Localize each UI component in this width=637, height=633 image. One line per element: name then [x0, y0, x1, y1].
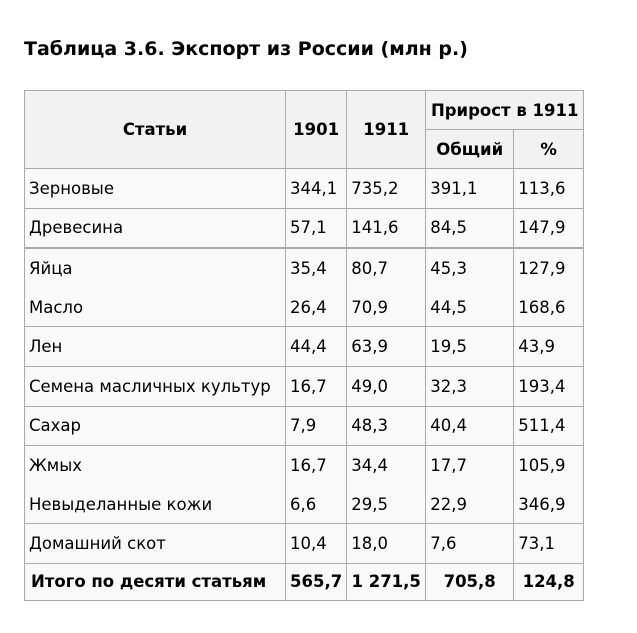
- cell-item: Жмых: [24, 445, 286, 485]
- cell-1911: 70,9: [346, 287, 427, 328]
- cell-1911: 29,5: [346, 484, 427, 525]
- cell-1911: 34,4: [346, 445, 427, 485]
- cell-growth-total: 17,7: [425, 445, 515, 485]
- cell-growth-percent: 168,6: [513, 287, 585, 328]
- table-row: Лен 44,4 63,9 19,5 43,9: [24, 326, 585, 367]
- cell-1901: 57,1: [284, 207, 348, 249]
- cell-1911: 48,3: [346, 405, 427, 447]
- header-subrow: Общий %: [25, 129, 585, 169]
- header-1911: 1911: [346, 90, 427, 169]
- cell-1901: 16,7: [284, 445, 348, 485]
- header-row: Статьи 1901 1911 Прирост в 1911: [24, 90, 585, 169]
- total-growth-percent: 124,8: [513, 562, 585, 601]
- total-1911: 1 271,5: [346, 562, 427, 601]
- cell-growth-percent: 127,9: [513, 247, 585, 288]
- cell-item: Яйца: [24, 247, 286, 288]
- cell-growth-percent: 147,9: [513, 207, 585, 249]
- cell-1901: 35,4: [284, 247, 348, 288]
- cell-1911: 735,2: [346, 168, 427, 209]
- cell-growth-percent: 511,4: [513, 405, 585, 447]
- header-growth: Прирост в 1911: [425, 90, 585, 130]
- total-label: Итого по десяти статьям: [24, 562, 286, 601]
- cell-growth-total: 84,5: [425, 207, 515, 249]
- cell-item: Невыделанные кожи: [24, 484, 286, 525]
- cell-item: Домашний скот: [24, 523, 286, 564]
- cell-growth-percent: 73,1: [513, 523, 585, 564]
- cell-item: Сахар: [24, 405, 286, 447]
- table-row: Невыделанные кожи 6,6 29,5 22,9 346,9: [24, 484, 585, 525]
- cell-1901: 16,7: [284, 365, 348, 407]
- cell-growth-percent: 105,9: [513, 445, 585, 485]
- cell-1901: 7,9: [284, 405, 348, 447]
- cell-1911: 49,0: [346, 365, 427, 407]
- table-row: Масло 26,4 70,9 44,5 168,6: [24, 287, 585, 328]
- cell-growth-percent: 346,9: [513, 484, 585, 525]
- header-growth-total: Общий: [425, 129, 515, 169]
- table-row: Зерновые 344,1 735,2 391,1 113,6: [24, 168, 585, 209]
- table-row: Семена масличных культур 16,7 49,0 32,3 …: [24, 365, 585, 407]
- cell-growth-percent: 193,4: [513, 365, 585, 407]
- cell-1901: 26,4: [284, 287, 348, 328]
- cell-1901: 10,4: [284, 523, 348, 564]
- cell-item: Зерновые: [24, 168, 286, 209]
- table-row: Домашний скот 10,4 18,0 7,6 73,1: [24, 523, 585, 564]
- cell-1901: 344,1: [284, 168, 348, 209]
- cell-growth-total: 32,3: [425, 365, 515, 407]
- table-row: Сахар 7,9 48,3 40,4 511,4: [24, 405, 585, 447]
- cell-growth-total: 391,1: [425, 168, 515, 209]
- cell-1901: 6,6: [284, 484, 348, 525]
- total-growth-total: 705,8: [425, 562, 515, 601]
- header-growth-percent: %: [513, 129, 585, 169]
- cell-growth-total: 45,3: [425, 247, 515, 288]
- cell-growth-total: 40,4: [425, 405, 515, 447]
- cell-1911: 63,9: [346, 326, 427, 367]
- cell-1911: 80,7: [346, 247, 427, 288]
- cell-1911: 141,6: [346, 207, 427, 249]
- cell-item: Древесина: [24, 207, 286, 249]
- header-1901: 1901: [284, 90, 348, 169]
- cell-growth-total: 44,5: [425, 287, 515, 328]
- cell-item: Масло: [24, 287, 286, 328]
- cell-growth-percent: 113,6: [513, 168, 585, 209]
- cell-1901: 44,4: [284, 326, 348, 367]
- table-row: Яйца 35,4 80,7 45,3 127,9: [24, 247, 585, 288]
- cell-growth-total: 22,9: [425, 484, 515, 525]
- cell-growth-total: 7,6: [425, 523, 515, 564]
- export-table: Статьи 1901 1911 Прирост в 1911 Общий % …: [24, 90, 585, 601]
- page-title: Таблица 3.6. Экспорт из России (млн р.): [24, 38, 468, 60]
- total-row: Итого по десяти статьям 565,7 1 271,5 70…: [24, 562, 585, 601]
- table-row: Жмых 16,7 34,4 17,7 105,9: [24, 445, 585, 485]
- cell-item: Семена масличных культур: [24, 365, 286, 407]
- cell-growth-percent: 43,9: [513, 326, 585, 367]
- cell-growth-total: 19,5: [425, 326, 515, 367]
- table-row: Древесина 57,1 141,6 84,5 147,9: [24, 207, 585, 249]
- header-items: Статьи: [24, 90, 286, 169]
- cell-1911: 18,0: [346, 523, 427, 564]
- cell-item: Лен: [24, 326, 286, 367]
- total-1901: 565,7: [284, 562, 348, 601]
